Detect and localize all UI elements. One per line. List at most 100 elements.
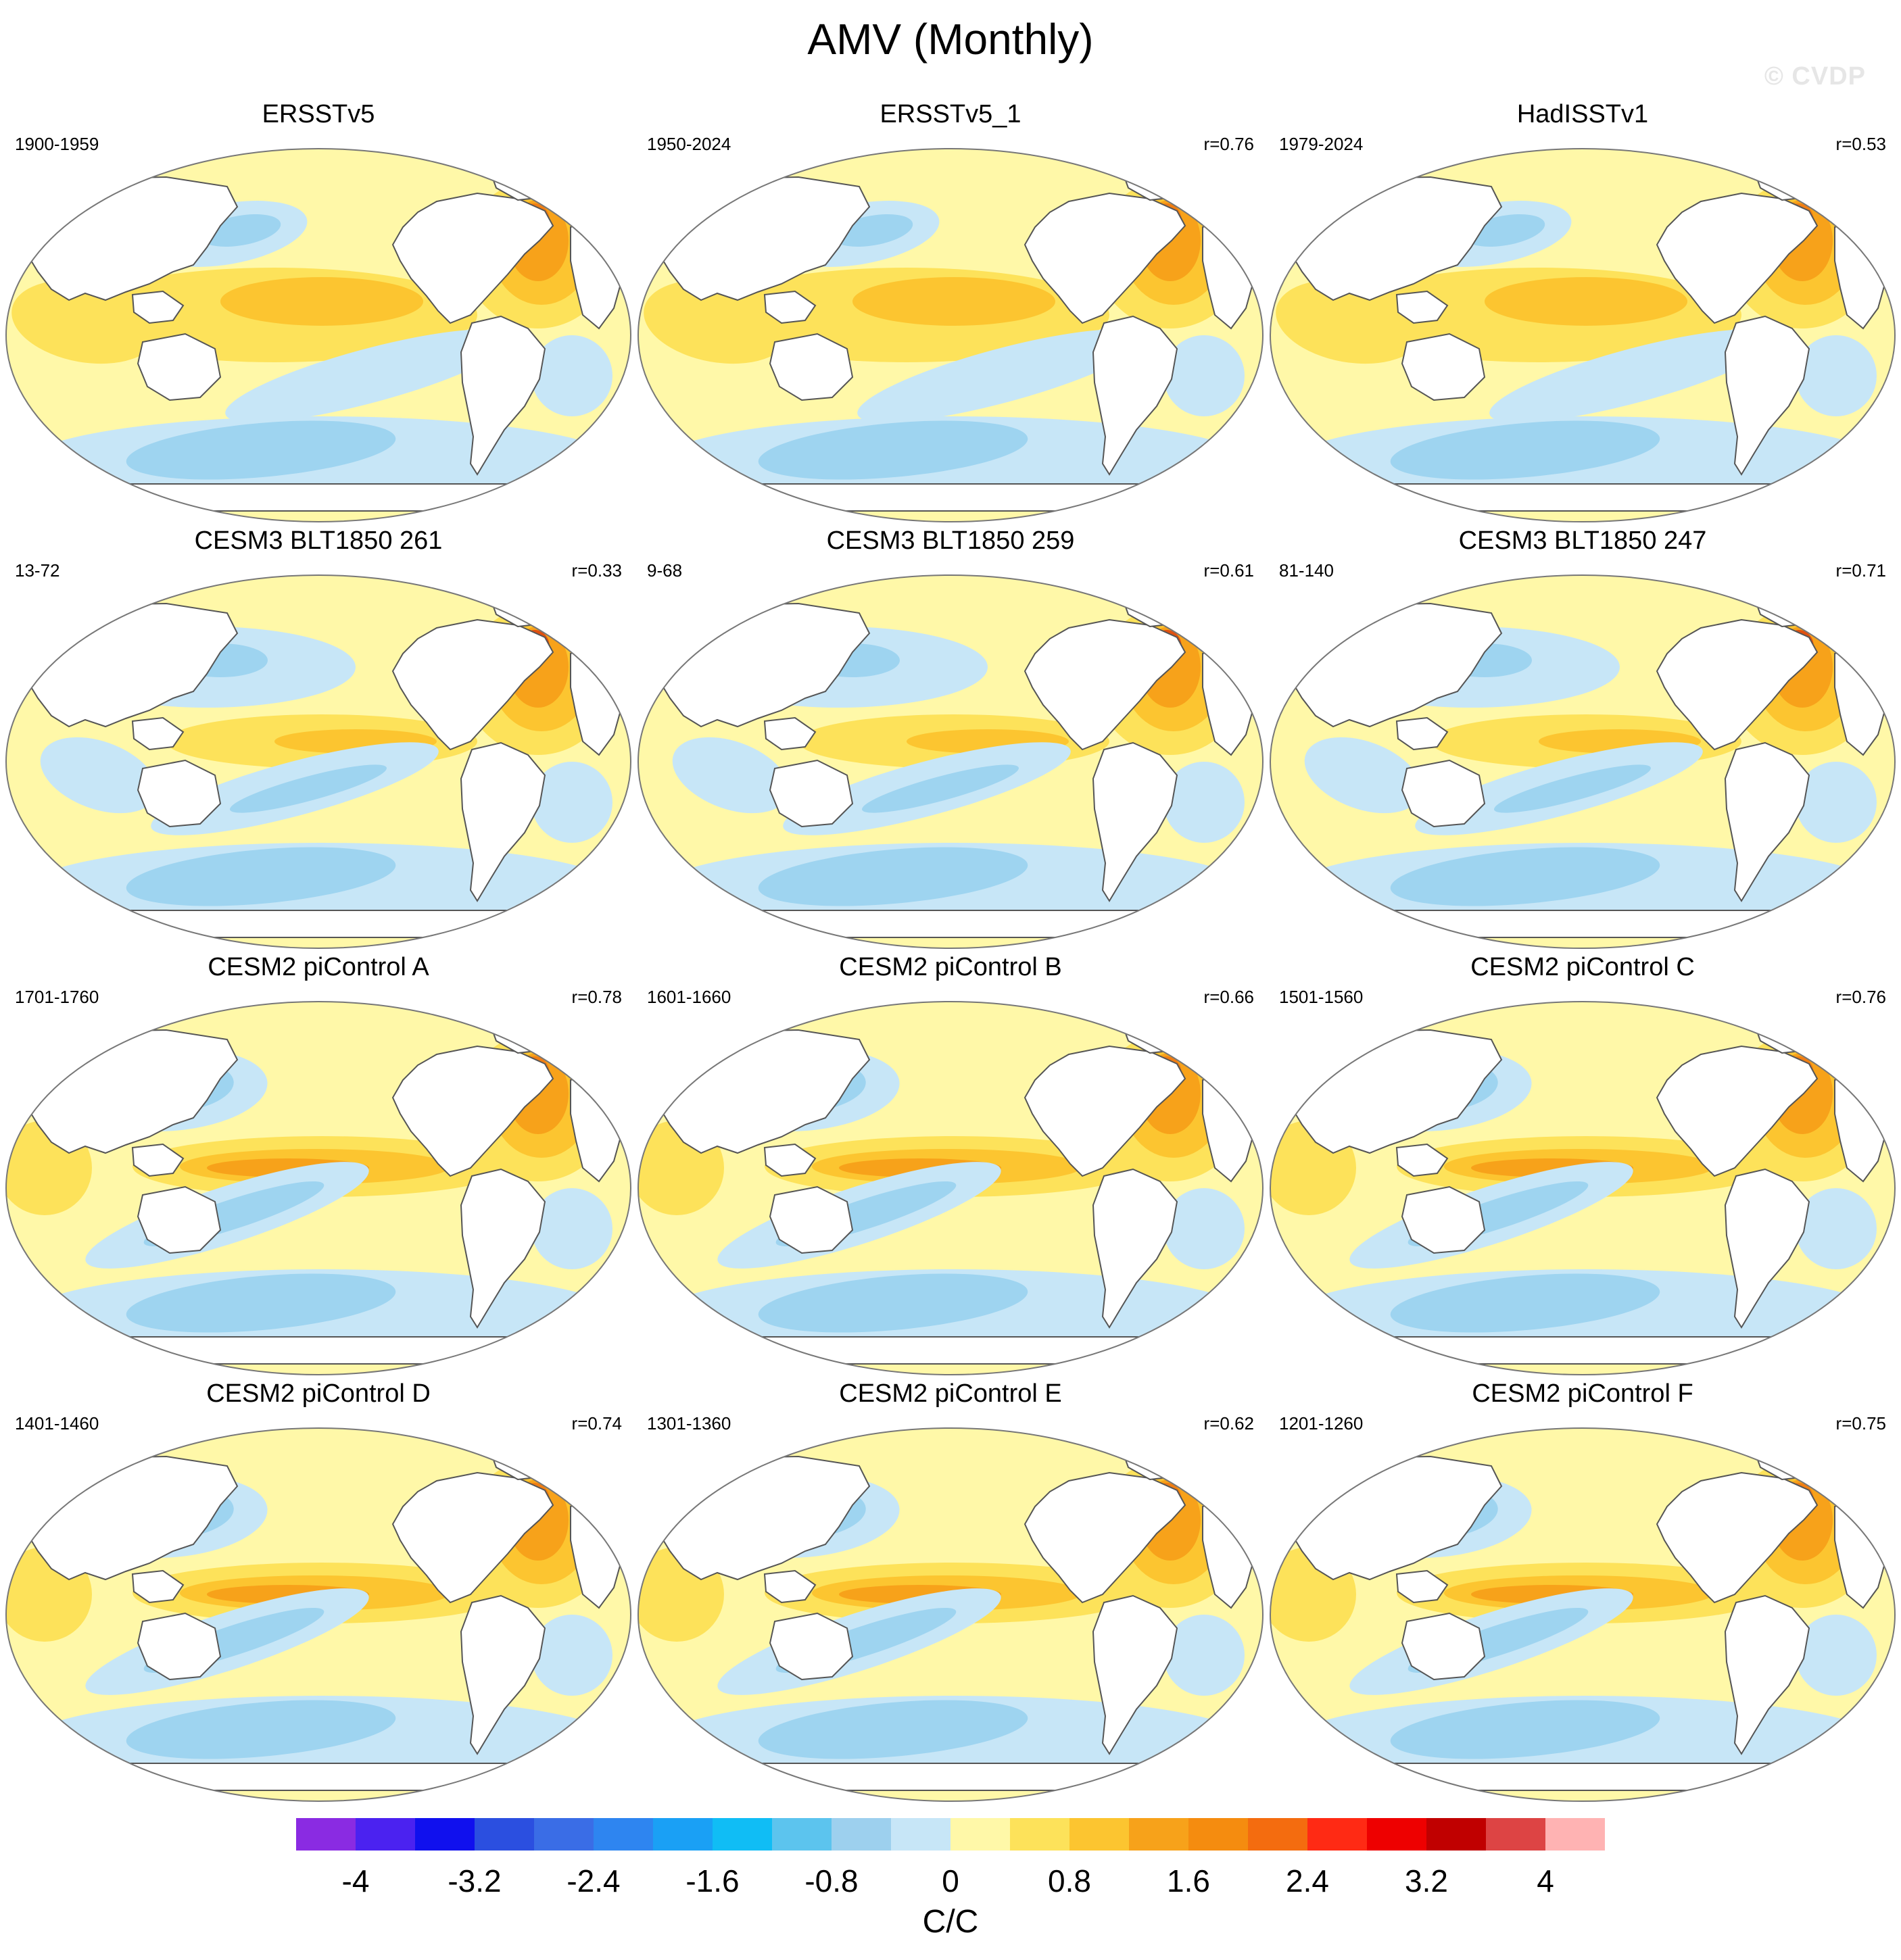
land-mask <box>131 1569 185 1604</box>
southern-ocean-anomaly <box>758 847 1028 906</box>
land-mask <box>1218 1035 1254 1071</box>
land-mask <box>137 1185 222 1254</box>
colorbar-tick-label: 4 <box>1537 1863 1554 1898</box>
map-border <box>5 1001 631 1375</box>
tropical-pacific-anomaly <box>220 277 423 326</box>
land-mask <box>1656 618 1819 751</box>
colorbar: -4 -3.2 -2.4 -1.6 -0.8 0 0.8 1.6 2.4 3.2 4 C/C <box>296 1818 1605 1953</box>
panel-correlation: r=0.61 <box>1203 560 1254 581</box>
land-mask <box>391 618 554 751</box>
land-mask <box>1850 182 1886 218</box>
land-mask <box>131 716 185 751</box>
ocean-field <box>6 1002 631 1375</box>
south-atlantic-anomaly <box>1796 1615 1877 1696</box>
south-atlantic-anomaly <box>1796 335 1877 416</box>
southern-ocean-anomaly <box>126 1273 396 1333</box>
map-panel: HadISSTv1 1979-2024 r=0.53 <box>1268 99 1897 524</box>
land-mask <box>1395 1143 1449 1177</box>
panel-title: CESM2 piControl A <box>208 953 429 981</box>
sst-anomaly-map <box>1270 148 1896 522</box>
tropical-pacific-anomaly <box>852 277 1055 326</box>
colorbar-cell <box>1486 1818 1545 1851</box>
colorbar-cell <box>1188 1818 1248 1851</box>
southern-ocean-anomaly <box>1390 1273 1660 1333</box>
indian-ocean-anomaly <box>11 279 159 364</box>
land-mask <box>1850 1035 1886 1071</box>
panel-period: 9-68 <box>647 560 683 581</box>
land-mask <box>586 609 622 644</box>
land-mask <box>763 716 817 751</box>
southern-ocean-anomaly <box>758 1273 1028 1333</box>
land-mask <box>1395 290 1449 324</box>
figure-title: AMV (Monthly) <box>807 15 1094 64</box>
colorbar-tick-label: -3.2 <box>448 1863 502 1898</box>
map-panel: CESM2 piControl F 1201-1260 r=0.75 <box>1268 1378 1897 1804</box>
panel-period: 1701-1760 <box>15 987 99 1007</box>
colorbar-cell <box>1129 1818 1188 1851</box>
colorbar-cell <box>713 1818 772 1851</box>
land-mask <box>696 910 1205 938</box>
southern-ocean-anomaly <box>126 420 396 480</box>
land-mask <box>769 759 854 828</box>
southern-ocean-anomaly <box>758 1700 1028 1759</box>
land-mask <box>1724 1168 1810 1329</box>
indian-ocean-anomaly <box>1304 737 1422 814</box>
sst-anomaly-map <box>5 574 631 949</box>
south-atlantic-anomaly <box>1796 762 1877 843</box>
land-mask <box>131 1143 185 1177</box>
panel-correlation: r=0.66 <box>1203 987 1254 1007</box>
panel-period: 1401-1460 <box>15 1413 99 1434</box>
land-mask <box>696 1336 1205 1365</box>
colorbar-cell <box>1426 1818 1486 1851</box>
map-border <box>637 1001 1264 1375</box>
sst-anomaly-map <box>637 1001 1264 1375</box>
south-atlantic-anomaly <box>1796 1188 1877 1269</box>
colorbar-cell <box>1545 1818 1605 1851</box>
panel-title: ERSSTv5 <box>262 100 375 128</box>
sst-anomaly-map <box>637 1427 1264 1802</box>
map-border <box>1270 1427 1896 1802</box>
land-mask <box>1656 1045 1819 1177</box>
land-mask <box>1218 609 1254 644</box>
colorbar-tick-label: -1.6 <box>685 1863 740 1898</box>
south-pacific-anomaly <box>857 329 1145 422</box>
map-border <box>637 148 1264 522</box>
map-panel: CESM3 BLT1850 259 9-68 r=0.61 <box>636 525 1265 951</box>
land-mask <box>1395 1569 1449 1604</box>
panel-correlation: r=0.75 <box>1835 1413 1886 1434</box>
land-mask <box>1024 192 1186 324</box>
sst-anomaly-map <box>1270 1427 1896 1802</box>
land-mask <box>1850 1462 1886 1497</box>
ocean-field <box>638 575 1263 948</box>
panel-period: 13-72 <box>15 560 60 581</box>
sst-anomaly-map <box>5 1427 631 1802</box>
south-pacific-anomaly <box>229 764 387 813</box>
colorbar-cell <box>772 1818 832 1851</box>
colorbar-cell <box>832 1818 891 1851</box>
map-panel: ERSSTv5_1 1950-2024 r=0.76 <box>636 99 1265 524</box>
land-mask <box>769 1612 854 1681</box>
map-panel: CESM3 BLT1850 247 81-140 r=0.71 <box>1268 525 1897 951</box>
colorbar-cell <box>415 1818 475 1851</box>
panel-period: 1501-1560 <box>1279 987 1364 1007</box>
map-panel: ERSSTv5 1900-1959 <box>4 99 633 524</box>
south-pacific-anomaly <box>1493 764 1652 813</box>
panel-period: 1201-1260 <box>1279 1413 1364 1434</box>
land-mask <box>586 182 622 218</box>
colorbar-tick-label: 0.8 <box>1048 1863 1091 1898</box>
land-mask <box>1092 315 1178 476</box>
land-mask <box>64 1763 573 1791</box>
land-mask <box>1724 1594 1810 1755</box>
panel-period: 1900-1959 <box>15 134 99 154</box>
southern-ocean-anomaly <box>1390 847 1660 906</box>
land-mask <box>1656 1471 1819 1604</box>
map-panel: CESM2 piControl C 1501-1560 r=0.76 <box>1268 952 1897 1377</box>
land-mask <box>1724 315 1810 476</box>
map-panel: CESM3 BLT1850 261 13-72 r=0.33 <box>4 525 633 951</box>
panel-period: 1301-1360 <box>647 1413 731 1434</box>
land-mask <box>1850 609 1886 644</box>
watermark: © CVDP <box>1764 62 1866 91</box>
colorbar-cell <box>950 1818 1010 1851</box>
map-panel: CESM2 piControl E 1301-1360 r=0.62 <box>636 1378 1265 1804</box>
tropical-pacific-anomaly <box>1485 277 1687 326</box>
